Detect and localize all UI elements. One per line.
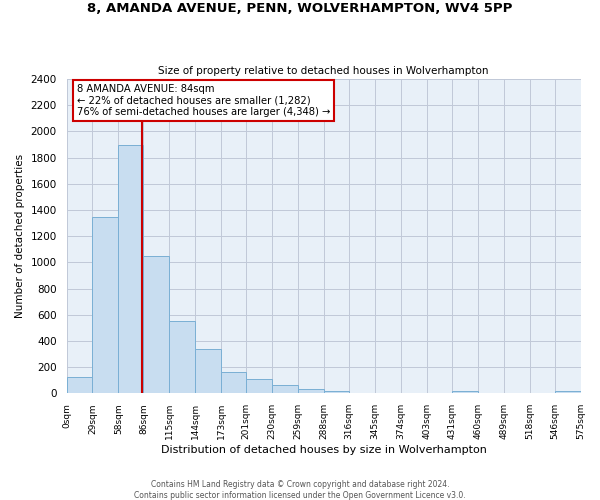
Bar [246,379,272,394]
X-axis label: Distribution of detached houses by size in Wolverhampton: Distribution of detached houses by size … [161,445,487,455]
Bar [554,392,581,394]
Bar [272,386,298,394]
Text: Contains HM Land Registry data © Crown copyright and database right 2024.
Contai: Contains HM Land Registry data © Crown c… [134,480,466,500]
Title: Size of property relative to detached houses in Wolverhampton: Size of property relative to detached ho… [158,66,489,76]
Bar [324,392,349,394]
Bar [349,392,375,394]
Bar [221,372,246,394]
Bar [298,390,324,394]
Bar [143,256,169,394]
Bar [452,392,478,394]
Bar [169,322,195,394]
Text: 8 AMANDA AVENUE: 84sqm
← 22% of detached houses are smaller (1,282)
76% of semi-: 8 AMANDA AVENUE: 84sqm ← 22% of detached… [77,84,330,117]
Bar [67,377,92,394]
Y-axis label: Number of detached properties: Number of detached properties [15,154,25,318]
Bar [118,144,143,394]
Bar [195,350,221,394]
Bar [92,216,118,394]
Text: 8, AMANDA AVENUE, PENN, WOLVERHAMPTON, WV4 5PP: 8, AMANDA AVENUE, PENN, WOLVERHAMPTON, W… [88,2,512,16]
Bar [375,392,401,394]
